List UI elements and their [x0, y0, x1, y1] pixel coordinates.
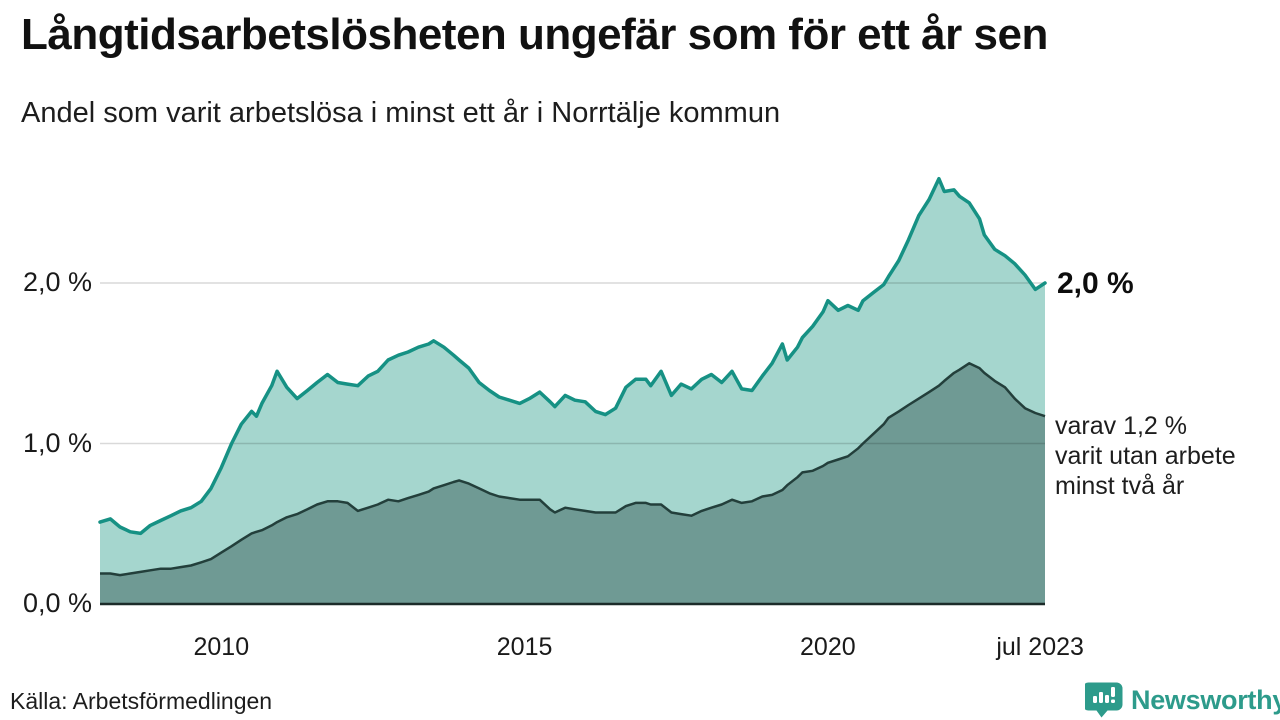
source-note: Källa: Arbetsförmedlingen [10, 688, 273, 714]
series-line-unemployed-1yr [98, 176, 1047, 536]
annotation-line-3: minst två år [1055, 472, 1185, 500]
annotation-line-1: varav 1,2 % [1055, 412, 1188, 440]
x-tick-label-2010: 2010 [193, 633, 250, 661]
series-line-unemployed-2yr [100, 362, 1046, 577]
secondary-series-annotation: varav 1,2 % varit utan arbete minst två … [1055, 411, 1236, 501]
x-tick-label-jul-2023: jul 2023 [996, 633, 1084, 661]
x-tick-label-2020: 2020 [800, 633, 856, 661]
branding-name: Newsworthy [1131, 684, 1280, 715]
newsworthy-barchart-pin-icon [1085, 682, 1123, 718]
end-value-label: 2,0 % [1057, 267, 1134, 300]
branding: Newsworthy [1085, 682, 1280, 718]
page-title: Långtidsarbetslösheten ungefär som för e… [21, 10, 1048, 59]
page-subtitle: Andel som varit arbetslösa i minst ett å… [21, 97, 781, 129]
y-tick-label-2: 2,0 % [22, 267, 92, 297]
annotation-line-2: varit utan arbete [1055, 442, 1236, 470]
area-fill-unemployed-2yr [100, 363, 1045, 604]
y-tick-label-0: 0,0 % [22, 588, 92, 618]
x-tick-label-2015: 2015 [496, 633, 553, 661]
y-tick-label-1: 1,0 % [22, 427, 92, 458]
